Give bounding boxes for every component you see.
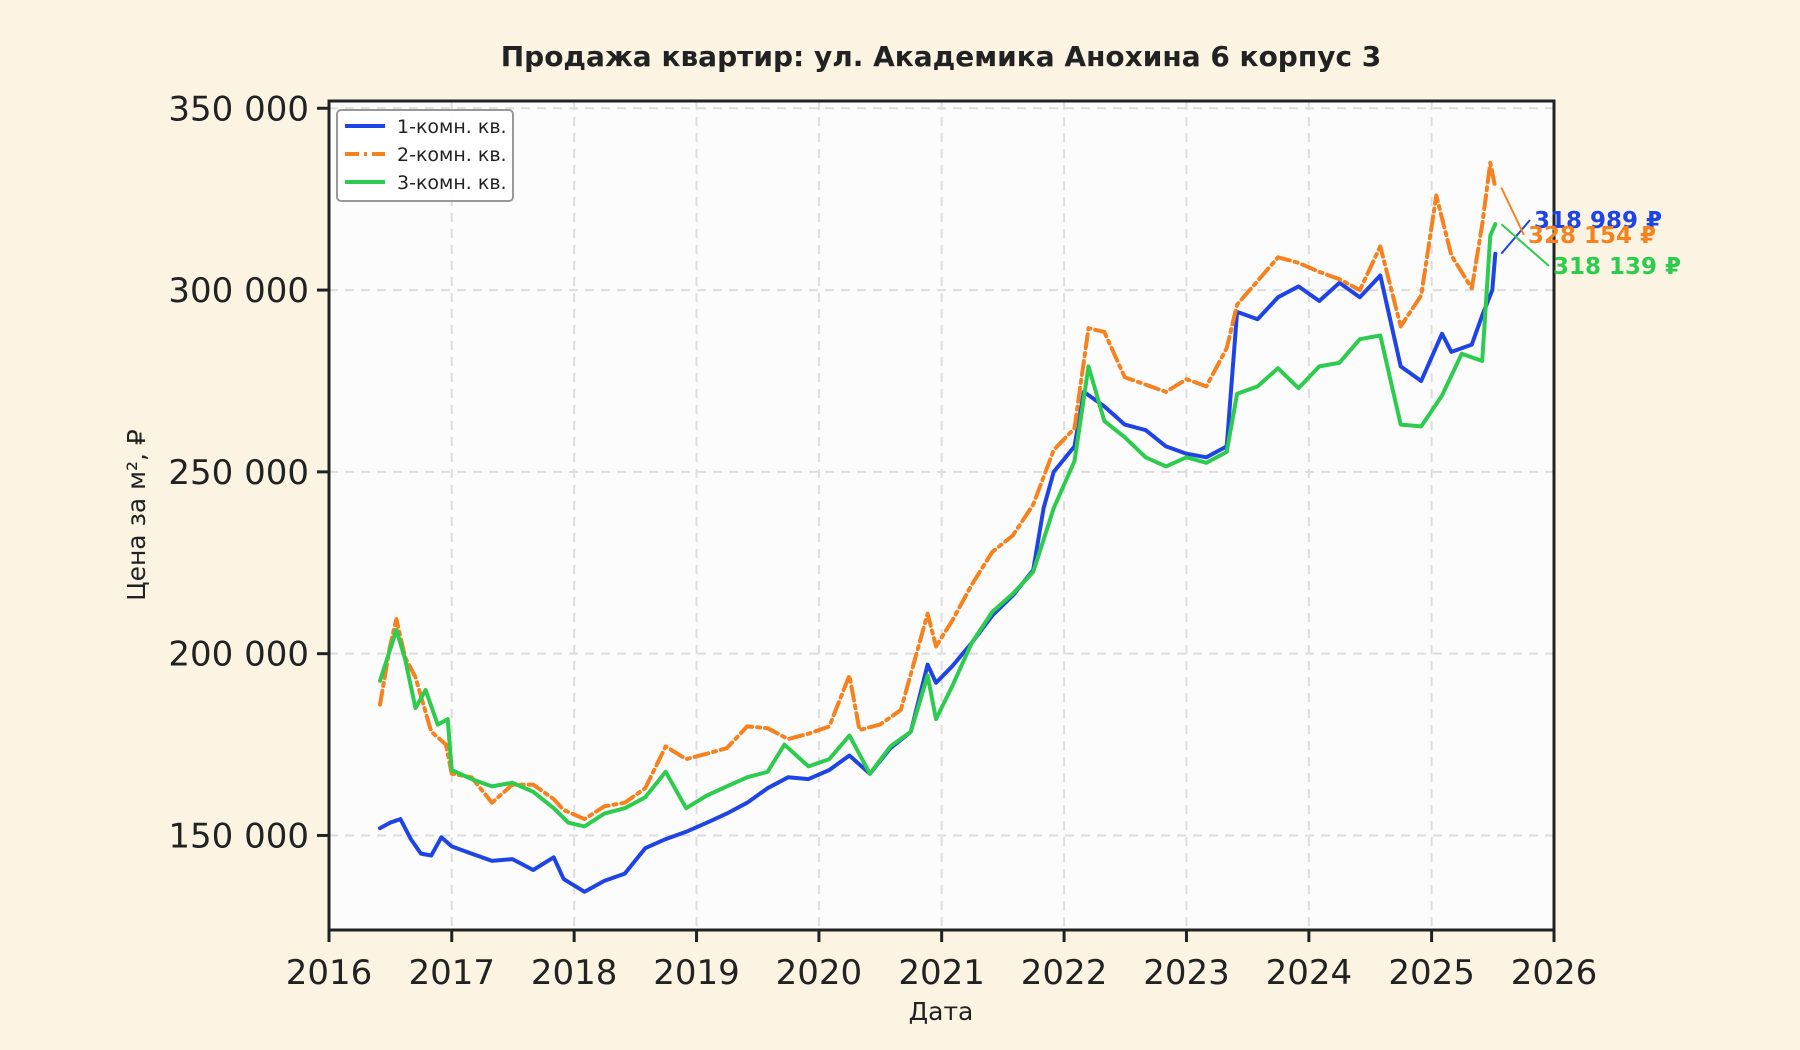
- end-value-label: 318 139 ₽: [1553, 254, 1681, 280]
- legend-label: 1-комн. кв.: [397, 116, 507, 138]
- end-value-label: 318 989 ₽: [1534, 208, 1662, 234]
- legend: 1-комн. кв. 2-комн. кв. 3-комн. кв.: [336, 109, 514, 202]
- x-tick-label: 2019: [653, 953, 740, 993]
- x-tick-label: 2022: [1021, 953, 1108, 993]
- series-lines: [378, 160, 1498, 894]
- x-axis-label: Дата: [909, 997, 974, 1026]
- chart-title: Продажа квартир: ул. Академика Анохина 6…: [501, 40, 1382, 73]
- series-line-2: [378, 160, 1498, 822]
- axis-ticks: 2016 2017 2018 2019 2020 2021 2022 2023 2024 2025…: [168, 89, 1597, 993]
- end-value-label: 328 154 ₽: [1528, 223, 1656, 249]
- end-label-pointer: [1500, 223, 1550, 267]
- y-tick-label: 250 000: [168, 453, 309, 493]
- y-axis-label: Цена за м², ₽: [122, 429, 151, 601]
- x-tick-label: 2023: [1143, 953, 1230, 993]
- end-label-pointer: [1500, 187, 1525, 236]
- x-tick-label: 2017: [408, 953, 495, 993]
- y-tick-label: 350 000: [168, 89, 309, 129]
- series-line-3: [378, 222, 1498, 829]
- y-tick-label: 200 000: [168, 635, 309, 675]
- x-tick-label: 2021: [898, 953, 985, 993]
- y-tick-label: 300 000: [168, 271, 309, 311]
- end-value-labels: 318 989 ₽328 154 ₽ 318 139 ₽: [1500, 187, 1681, 280]
- x-tick-label: 2026: [1511, 953, 1598, 993]
- x-tick-label: 2018: [531, 953, 618, 993]
- x-tick-label: 2016: [286, 953, 373, 993]
- legend-label: 3-комн. кв.: [397, 172, 507, 194]
- legend-label: 2-комн. кв.: [397, 144, 507, 166]
- legend-box: [336, 109, 514, 202]
- y-tick-label: 150 000: [168, 816, 309, 856]
- x-tick-label: 2025: [1388, 953, 1475, 993]
- series-line-1: [378, 251, 1498, 894]
- grid-lines: [329, 101, 1554, 930]
- x-tick-label: 2024: [1266, 953, 1353, 993]
- x-tick-label: 2020: [776, 953, 863, 993]
